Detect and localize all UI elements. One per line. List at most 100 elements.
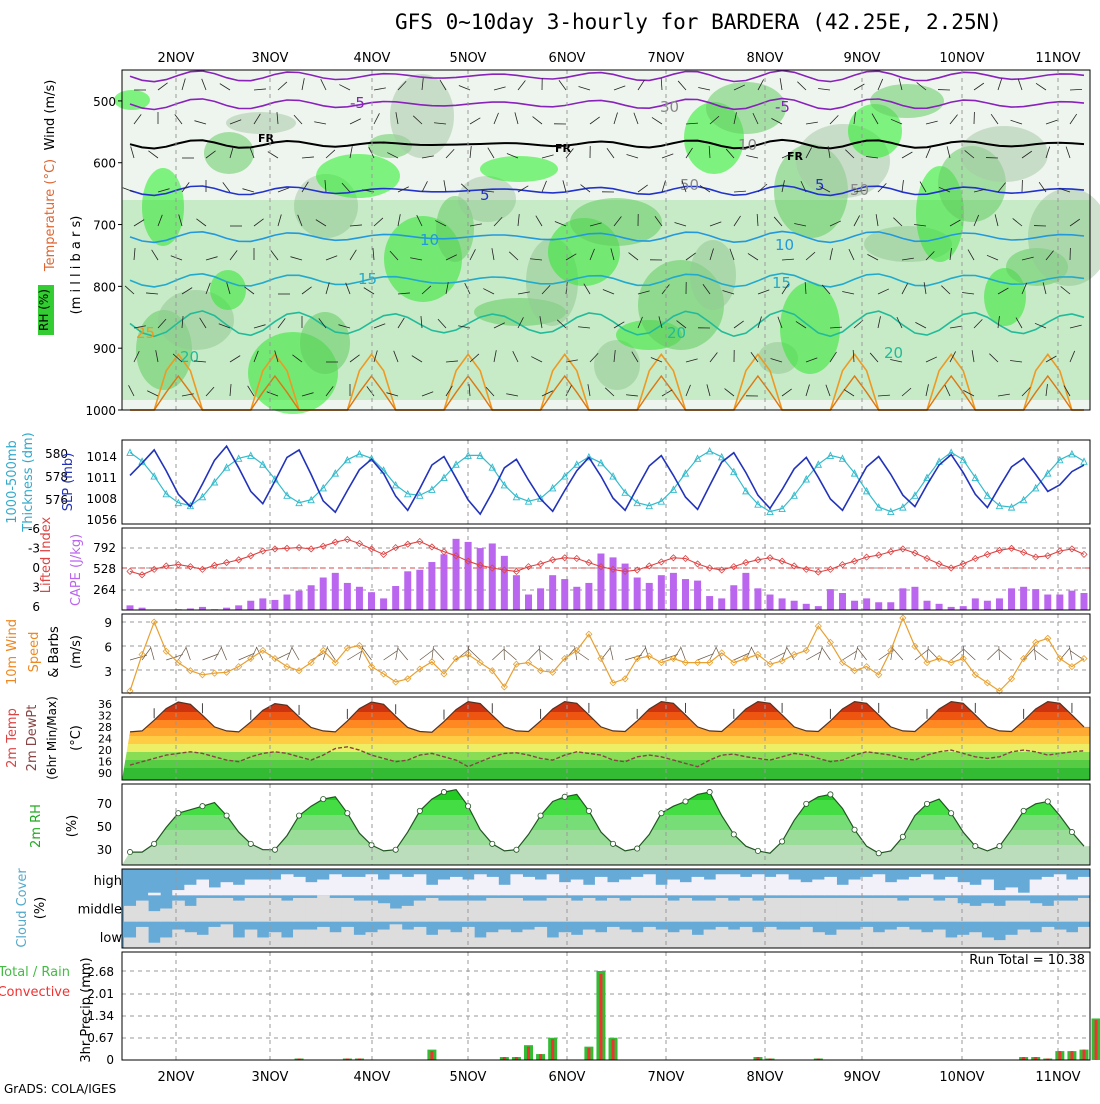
precip-conv-bar-35 <box>551 1039 554 1060</box>
cloud-middle-59 <box>836 898 849 922</box>
cloud-low-37 <box>571 935 584 948</box>
profile-ytick-800: 800 <box>93 280 116 294</box>
cloud-middle-57 <box>812 898 825 922</box>
day-label-top-3NOV: 3NOV <box>252 51 289 66</box>
cloud-high-48 <box>704 880 717 896</box>
cloud-ylabel-2: (%) <box>33 897 48 920</box>
wind-barb-59 <box>842 651 856 660</box>
cloud-high-33 <box>522 877 535 895</box>
temp-ylabel-1: 2m Temp <box>5 708 20 768</box>
rh-point-60 <box>852 827 857 832</box>
profile-ytick-600: 600 <box>93 157 116 171</box>
cloud-high-50 <box>728 874 741 895</box>
wind-barb-2 <box>150 646 154 660</box>
rh-point-38 <box>586 808 591 813</box>
cape-bar-55 <box>791 601 798 610</box>
cloud-middle-7 <box>208 898 221 922</box>
wind-barb-74 <box>1024 649 1035 660</box>
cloud-middle-26 <box>438 901 451 922</box>
thick-ylabel-2: Thickness (dm) <box>21 432 36 532</box>
contour-label-18: 50 <box>850 181 869 199</box>
wind-barb-75 <box>1034 646 1036 660</box>
cloud-high-64 <box>897 880 910 896</box>
contour-label-15: 30 <box>660 98 679 116</box>
cape-bar-25 <box>428 562 435 610</box>
cape-bar-74 <box>1020 587 1027 610</box>
cloud-high-76 <box>1042 877 1055 895</box>
wind-barb-7 <box>215 647 222 660</box>
wind-barb-30 <box>492 649 504 660</box>
cape-bar-57 <box>815 606 822 610</box>
rh-ylabel-1: 2m RH <box>29 804 44 848</box>
precip-conv-bar-79 <box>1083 1050 1086 1060</box>
cloud-low-36 <box>559 932 572 948</box>
cloud-high-11 <box>257 880 270 896</box>
cape-bar-56 <box>803 604 810 610</box>
wind-barb-25 <box>432 646 434 660</box>
cloud-low-56 <box>800 927 813 948</box>
cloud-level-low: low <box>100 931 123 946</box>
wind-tick-6: 6 <box>104 641 112 655</box>
cape-frame <box>122 528 1090 610</box>
day-label-bottom-4NOV: 4NOV <box>354 1070 391 1085</box>
cloud-middle-4 <box>172 901 185 922</box>
cloud-high-30 <box>486 877 499 895</box>
cloud-low-23 <box>402 930 415 948</box>
cloud-middle-36 <box>559 898 572 922</box>
cape-bar-70 <box>972 598 979 610</box>
contour-label-3: FR <box>555 142 572 155</box>
cape-bar-43 <box>646 583 653 610</box>
cloud-high-36 <box>559 882 572 895</box>
cloud-middle-53 <box>764 898 777 922</box>
cloud-ylabel-1: Cloud Cover <box>15 868 30 948</box>
wind-barb-58 <box>822 648 830 660</box>
cloud-low-24 <box>414 927 427 948</box>
cape-bar-58 <box>827 589 834 610</box>
day-label-bottom-3NOV: 3NOV <box>252 1070 289 1085</box>
rh-point-54 <box>780 839 785 844</box>
cloud-low-15 <box>305 930 318 948</box>
cloud-high-73 <box>1006 887 1019 895</box>
wind-barb-71 <box>987 649 998 660</box>
wind-barb-52 <box>751 647 758 660</box>
profile-ylabel-wind: Wind (m/s) <box>43 80 58 151</box>
temp-band-6 <box>122 720 1090 728</box>
rh-point-0 <box>127 849 132 854</box>
cloud-high-39 <box>595 877 608 895</box>
cloud-middle-72 <box>993 906 1006 922</box>
contour-label-0: -5 <box>350 94 365 112</box>
rh-point-58 <box>828 792 833 797</box>
wind-barb-67 <box>928 649 939 660</box>
cloud-low-51 <box>740 927 753 948</box>
rh-ylabel-2: (%) <box>65 815 80 838</box>
cloud-high-32 <box>510 874 523 895</box>
cloud-middle-0 <box>124 906 137 922</box>
cloud-high-58 <box>824 877 837 895</box>
cloud-low-50 <box>728 930 741 948</box>
cloud-middle-5 <box>184 906 197 922</box>
rh-point-6 <box>200 804 205 809</box>
cape-bar-24 <box>416 570 423 610</box>
cape-bar-75 <box>1032 589 1039 610</box>
rh-point-78 <box>1069 829 1074 834</box>
wind-barb-34 <box>539 646 540 660</box>
day-label-top-4NOV: 4NOV <box>354 51 391 66</box>
cape-bar-21 <box>380 598 387 610</box>
cloud-high-18 <box>341 877 354 895</box>
temp-band-1 <box>122 760 1090 768</box>
cloud-middle-22 <box>390 909 403 922</box>
wind-barb-46 <box>681 647 686 660</box>
cloud-high-63 <box>885 882 898 895</box>
profile-ytick-700: 700 <box>93 219 116 233</box>
cloud-middle-77 <box>1054 901 1067 922</box>
cloud-high-67 <box>933 880 946 896</box>
rh-point-62 <box>876 851 881 856</box>
cloud-low-5 <box>184 932 197 948</box>
cape-bar-34 <box>537 588 544 610</box>
contour-label-16: 50 <box>680 176 699 194</box>
rh-band-low <box>122 200 1090 400</box>
cloud-high-35 <box>547 874 560 895</box>
cloud-high-46 <box>679 882 692 895</box>
contour-label-4: FR <box>787 150 804 163</box>
cloud-high-16 <box>317 880 330 896</box>
